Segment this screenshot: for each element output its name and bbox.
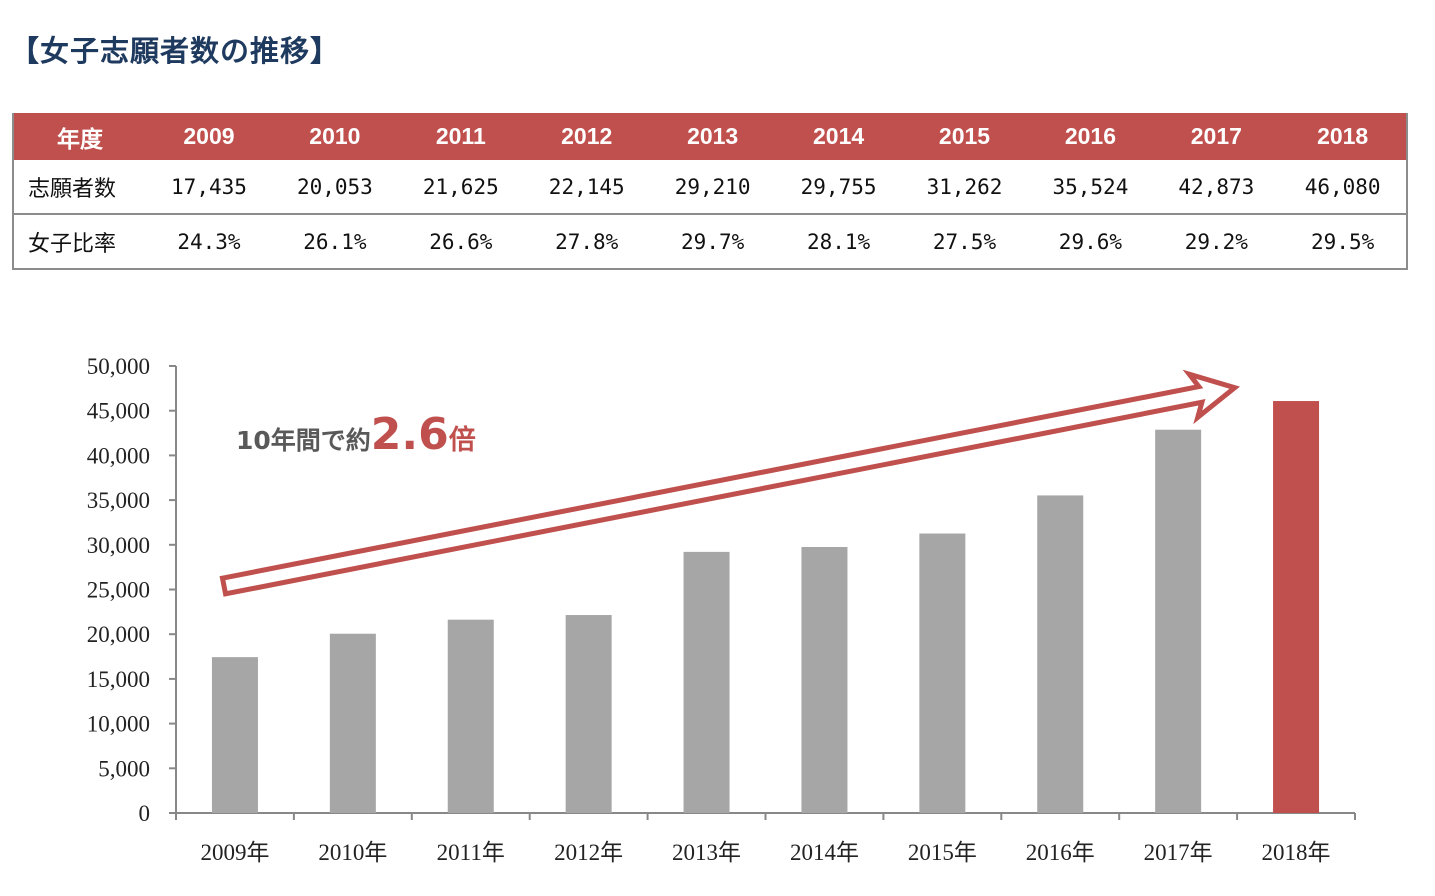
table-cell: 29.2% <box>1153 213 1280 269</box>
row-label: 女子比率 <box>13 213 146 269</box>
trend-arrow <box>219 369 1241 597</box>
table-cell: 29,210 <box>674 174 751 199</box>
y-tick-label: 50,000 <box>87 354 150 379</box>
annotation-value: 2.6 <box>371 409 449 460</box>
table-cell: 26.1% <box>271 213 398 269</box>
x-tick-label: 2015年 <box>908 840 977 865</box>
y-tick-label: 10,000 <box>87 712 150 737</box>
table-cell: 17,435 <box>171 174 247 199</box>
x-tick-label: 2016年 <box>1026 840 1095 865</box>
bar-2017年 <box>1155 429 1202 813</box>
y-tick-label: 15,000 <box>87 667 150 692</box>
annotation-prefix: 10年間で約 <box>236 426 371 455</box>
annotation-suffix: 倍 <box>449 424 476 456</box>
bar-2010年 <box>329 633 376 813</box>
x-tick-label: 2018年 <box>1262 840 1331 865</box>
table-cell: 29,755 <box>800 174 877 199</box>
table-cell: 21,625 <box>422 174 499 199</box>
bar-2012年 <box>565 615 612 813</box>
bar-2011年 <box>447 619 494 813</box>
table-row: 志願者数 17,435 20,053 21,625 22,145 29,210 29,755… <box>13 160 1407 214</box>
bar-2009年 <box>211 657 258 813</box>
header-year-label: 年度 <box>13 113 146 160</box>
table-cell: 28.1% <box>775 213 902 269</box>
y-tick-label: 30,000 <box>87 533 150 558</box>
table-cell: 42,873 <box>1178 174 1255 199</box>
header-year: 2015 <box>901 113 1028 160</box>
table-cell: 29.5% <box>1279 213 1407 269</box>
table-cell: 29.6% <box>1027 213 1154 269</box>
header-year: 2016 <box>1027 113 1154 160</box>
y-tick-label: 25,000 <box>87 578 150 603</box>
bar-2016年 <box>1037 495 1084 813</box>
table-cell: 22,145 <box>548 174 625 199</box>
table-cell: 24.3% <box>146 213 272 269</box>
bar-2015年 <box>919 533 966 813</box>
table-cell: 35,524 <box>1052 174 1129 199</box>
table-cell: 31,262 <box>926 174 1003 199</box>
row-label: 志願者数 <box>28 176 117 202</box>
y-tick-label: 40,000 <box>87 443 150 468</box>
y-tick-label: 0 <box>139 801 151 826</box>
table-header-row: 年度 2009 2010 2011 2012 2013 2014 2015 2016 2017 2… <box>13 113 1407 160</box>
header-year: 2018 <box>1279 113 1407 160</box>
annotation-text: 10年間で約2.6倍 <box>236 409 476 460</box>
bar-2018年 <box>1273 401 1320 813</box>
table-cell: 29.7% <box>649 213 776 269</box>
bar-2013年 <box>683 551 730 813</box>
header-year: 2014 <box>775 113 902 160</box>
header-year: 2012 <box>523 113 650 160</box>
x-tick-label: 2011年 <box>437 840 505 865</box>
applicants-table: 年度 2009 2010 2011 2012 2013 2014 2015 2016 2017 2… <box>12 113 1408 270</box>
table-cell: 27.8% <box>523 213 650 269</box>
table-cell: 20,053 <box>296 174 373 199</box>
y-tick-label: 45,000 <box>87 399 150 424</box>
header-year: 2013 <box>649 113 776 160</box>
header-year: 2009 <box>146 113 272 160</box>
x-tick-label: 2017年 <box>1144 840 1213 865</box>
x-tick-label: 2013年 <box>672 840 741 865</box>
y-tick-label: 20,000 <box>87 622 150 647</box>
header-year: 2011 <box>397 113 524 160</box>
table-cell: 27.5% <box>901 213 1028 269</box>
x-tick-label: 2009年 <box>200 840 269 865</box>
y-tick-label: 5,000 <box>98 756 150 781</box>
header-year: 2017 <box>1153 113 1280 160</box>
header-year: 2010 <box>271 113 398 160</box>
x-tick-label: 2010年 <box>318 840 387 865</box>
bar-2014年 <box>801 546 848 813</box>
y-tick-label: 35,000 <box>87 488 150 513</box>
table-row: 女子比率 24.3% 26.1% 26.6% 27.8% 29.7% 28.1% 27.5% 2… <box>13 213 1407 269</box>
table-cell: 46,080 <box>1304 174 1381 199</box>
page-title: 【女子志願者数の推移】 <box>10 34 341 68</box>
x-tick-label: 2014年 <box>790 840 859 865</box>
table-cell: 26.6% <box>397 213 524 269</box>
x-tick-label: 2012年 <box>554 840 623 865</box>
